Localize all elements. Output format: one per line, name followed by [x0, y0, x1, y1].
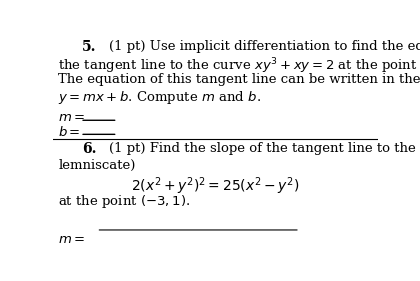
Text: The equation of this tangent line can be written in the form: The equation of this tangent line can be…	[58, 73, 420, 86]
Text: (1 pt) Find the slope of the tangent line to the curve (a: (1 pt) Find the slope of the tangent lin…	[110, 142, 420, 155]
Text: $2(x^2 +y^2)^2 = 25(x^2 - y^2)$: $2(x^2 +y^2)^2 = 25(x^2 - y^2)$	[131, 175, 299, 197]
Text: at the point $(-3,1)$.: at the point $(-3,1)$.	[58, 193, 191, 210]
Text: the tangent line to the curve $xy^3 +xy = 2$ at the point $(\mathbf{1},\mathbf{1: the tangent line to the curve $xy^3 +xy …	[58, 56, 420, 76]
Text: 5.: 5.	[82, 40, 96, 54]
Text: 6.: 6.	[82, 142, 96, 156]
Text: $m = $: $m = $	[58, 110, 86, 124]
Text: lemniscate): lemniscate)	[58, 158, 136, 172]
Text: $m = $: $m = $	[58, 233, 86, 246]
Text: $y = mx+b$. Compute $m$ and $b$.: $y = mx+b$. Compute $m$ and $b$.	[58, 89, 261, 106]
Text: $b = $: $b = $	[58, 124, 81, 139]
Text: (1 pt) Use implicit differentiation to find the equation of: (1 pt) Use implicit differentiation to f…	[110, 40, 420, 53]
